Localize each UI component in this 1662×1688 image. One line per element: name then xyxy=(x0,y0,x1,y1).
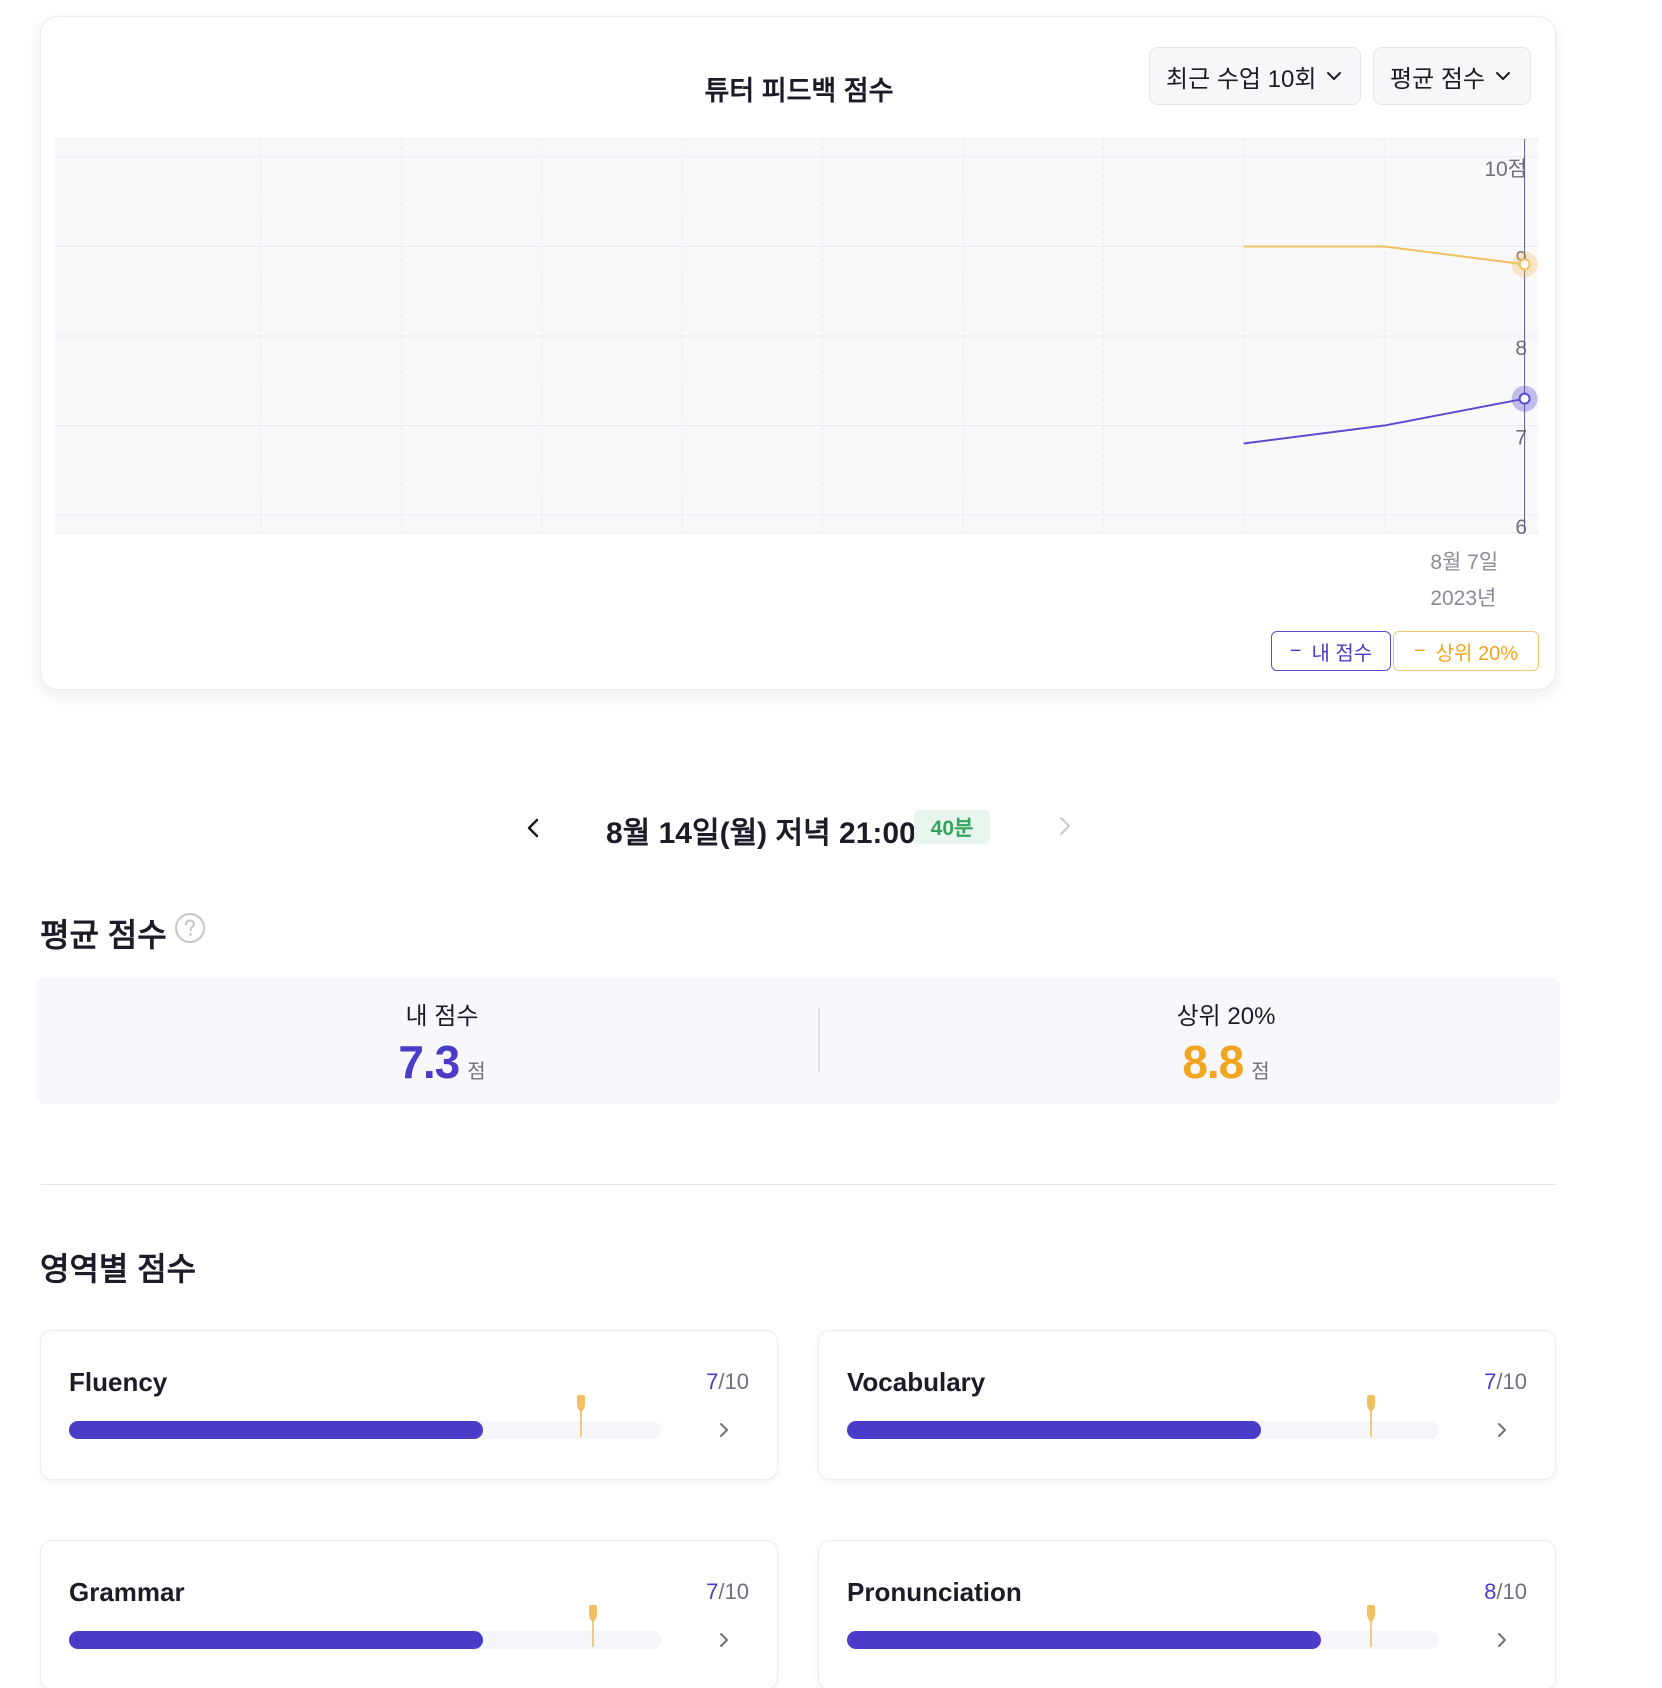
legend-dash: − xyxy=(1413,639,1426,662)
score-bar-fill xyxy=(69,1421,483,1439)
y-tick-label: 10점 xyxy=(1484,158,1527,181)
score-bar-track xyxy=(69,1395,661,1439)
range-dropdown[interactable]: 최근 수업 10회 xyxy=(1149,47,1361,105)
average-score-title: 평균 점수 xyxy=(40,917,167,953)
x-tick-label: 2023년 xyxy=(1430,587,1496,610)
skill-name: Fluency xyxy=(69,1367,168,1397)
series-line xyxy=(1243,397,1525,445)
feedback-chart-card: 튜터 피드백 점수 최근 수업 10회 평균 점수 10점 9 8 7 6 8월 7일 20… xyxy=(40,16,1556,690)
chevron-right-icon xyxy=(717,1419,731,1441)
chevron-left-icon[interactable] xyxy=(522,812,544,844)
unit-label: 점 xyxy=(467,1061,486,1083)
skill-score: 7/10 xyxy=(706,1369,749,1394)
skill-score: 8/10 xyxy=(1484,1579,1527,1604)
my-average-label: 내 점수 xyxy=(405,1003,479,1030)
top20-marker-icon xyxy=(589,1605,597,1647)
area-scores-title: 영역별 점수 xyxy=(40,1251,197,1287)
legend-dash: − xyxy=(1289,639,1302,662)
my-average-value: 7.3 xyxy=(398,1036,460,1088)
top20-average: 상위 20% 8.8 점 xyxy=(1026,996,1426,1089)
chevron-right-icon xyxy=(1495,1419,1509,1441)
chevron-down-icon xyxy=(1326,71,1342,81)
y-tick-label: 7 xyxy=(1515,427,1527,450)
legend-top20-label: 상위 20% xyxy=(1435,642,1519,665)
chart-title: 튜터 피드백 점수 xyxy=(704,76,894,106)
skill-card-fluency[interactable]: Fluency 7/10 xyxy=(40,1330,778,1480)
skill-card-grammar[interactable]: Grammar 7/10 xyxy=(40,1540,778,1688)
top20-marker-icon xyxy=(1367,1395,1375,1437)
y-tick-label: 8 xyxy=(1515,337,1527,360)
series-line xyxy=(1243,245,1525,266)
score-bar-fill xyxy=(847,1421,1261,1439)
divider xyxy=(818,1008,820,1072)
top20-average-label: 상위 20% xyxy=(1176,1003,1276,1030)
chevron-down-icon xyxy=(1495,71,1511,81)
y-tick-label: 9 xyxy=(1515,247,1527,270)
duration-badge: 40분 xyxy=(914,810,990,844)
metric-dropdown-label: 평균 점수 xyxy=(1390,65,1485,93)
score-line-chart: 10점 9 8 7 6 8월 7일 2023년 xyxy=(55,138,1539,610)
skill-card-vocabulary[interactable]: Vocabulary 7/10 xyxy=(818,1330,1556,1480)
series-point xyxy=(1518,258,1531,271)
section-divider xyxy=(40,1184,1556,1185)
my-average: 내 점수 7.3 점 xyxy=(242,996,642,1089)
skill-name: Vocabulary xyxy=(847,1367,986,1397)
average-score-panel: 내 점수 7.3 점 상위 20% 8.8 점 xyxy=(36,978,1560,1104)
score-bar-track xyxy=(847,1605,1439,1649)
score-bar-track xyxy=(69,1605,661,1649)
help-icon[interactable] xyxy=(174,912,206,944)
legend-my-score-label: 내 점수 xyxy=(1311,642,1373,665)
top20-marker-icon xyxy=(1367,1605,1375,1647)
top20-marker-icon xyxy=(577,1395,585,1437)
chevron-right-icon[interactable] xyxy=(1054,810,1076,842)
chevron-right-icon xyxy=(717,1629,731,1651)
skill-name: Pronunciation xyxy=(847,1577,1022,1607)
skill-score: 7/10 xyxy=(706,1579,749,1604)
range-dropdown-label: 최근 수업 10회 xyxy=(1166,65,1317,93)
top20-average-value: 8.8 xyxy=(1182,1036,1244,1088)
score-bar-fill xyxy=(847,1631,1321,1649)
score-bar-fill xyxy=(69,1631,483,1649)
legend-top20[interactable]: − 상위 20% xyxy=(1393,631,1539,671)
x-tick-label: 8월 7일 xyxy=(1430,551,1498,574)
skill-name: Grammar xyxy=(69,1577,185,1607)
skill-card-pronunciation[interactable]: Pronunciation 8/10 xyxy=(818,1540,1556,1688)
lesson-date-nav: 8월 14일(월) 저녁 21:00 40분 xyxy=(0,808,1596,850)
unit-label: 점 xyxy=(1251,1061,1270,1083)
skill-score: 7/10 xyxy=(1484,1369,1527,1394)
y-tick-label: 6 xyxy=(1515,516,1527,539)
series-point xyxy=(1518,392,1531,405)
metric-dropdown[interactable]: 평균 점수 xyxy=(1373,47,1531,105)
lesson-date: 8월 14일(월) 저녁 21:00 xyxy=(606,817,916,850)
score-bar-track xyxy=(847,1395,1439,1439)
legend-my-score[interactable]: − 내 점수 xyxy=(1271,631,1391,671)
chevron-right-icon xyxy=(1495,1629,1509,1651)
